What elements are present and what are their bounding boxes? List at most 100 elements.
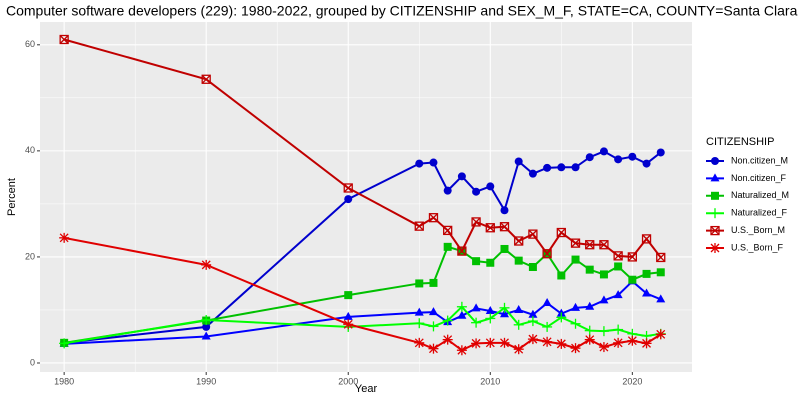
marker-shape	[614, 262, 623, 271]
marker-shape	[344, 195, 353, 204]
marker	[201, 331, 211, 340]
marker-shape	[443, 242, 452, 251]
marker	[556, 338, 567, 349]
marker	[59, 232, 70, 243]
marker-shape	[343, 311, 353, 320]
marker-shape	[201, 74, 211, 84]
marker-shape	[585, 265, 594, 274]
marker	[472, 187, 481, 196]
y-axis-label: Percent	[6, 178, 18, 216]
marker-shape	[471, 303, 481, 312]
marker	[613, 290, 623, 299]
marker-shape	[642, 269, 651, 278]
marker	[513, 319, 524, 330]
marker	[429, 158, 438, 167]
marker-shape	[514, 256, 523, 265]
marker-shape	[557, 271, 566, 280]
legend-label: Non.citizen_M	[731, 155, 788, 165]
marker	[343, 319, 354, 330]
marker-shape	[599, 147, 608, 156]
marker	[514, 236, 524, 246]
marker-stroke	[429, 213, 438, 223]
marker	[628, 275, 637, 284]
marker	[486, 258, 495, 267]
marker	[642, 288, 652, 297]
marker	[557, 271, 566, 280]
marker-shape	[343, 183, 353, 193]
marker	[499, 337, 510, 348]
marker-shape	[457, 310, 467, 319]
marker	[599, 270, 608, 279]
marker	[486, 182, 495, 191]
marker-shape	[499, 309, 509, 318]
marker	[443, 242, 452, 251]
marker-shape	[542, 298, 552, 307]
marker	[571, 302, 581, 311]
marker-shape	[711, 157, 719, 165]
marker-shape	[500, 244, 509, 253]
marker-stroke	[627, 252, 637, 262]
marker-shape	[528, 229, 538, 239]
y-tick-label: 0	[30, 357, 35, 367]
marker	[710, 173, 720, 182]
marker	[528, 309, 538, 318]
marker	[59, 338, 70, 349]
marker	[598, 326, 609, 337]
marker-shape	[557, 163, 566, 172]
marker	[527, 334, 538, 345]
marker-shape	[428, 213, 439, 223]
marker	[585, 240, 595, 250]
marker-shape	[710, 225, 720, 236]
marker	[429, 278, 438, 287]
marker-shape	[528, 169, 537, 178]
marker	[542, 336, 553, 347]
marker	[642, 159, 651, 168]
marker	[514, 304, 524, 313]
marker-stroke	[642, 234, 652, 244]
marker	[456, 301, 467, 312]
marker	[443, 186, 452, 195]
marker	[499, 302, 510, 313]
marker	[571, 255, 580, 264]
marker	[499, 222, 510, 232]
marker	[570, 318, 581, 329]
legend-label: Naturalized_F	[731, 208, 788, 218]
marker-shape	[471, 217, 481, 227]
marker-stroke	[201, 74, 211, 84]
marker	[471, 317, 482, 328]
marker	[542, 321, 553, 332]
marker	[627, 335, 638, 346]
marker	[414, 221, 424, 231]
marker	[344, 195, 353, 204]
marker-shape	[414, 221, 424, 231]
marker	[542, 249, 552, 259]
marker-shape	[472, 187, 481, 196]
marker	[556, 227, 566, 238]
marker-stroke	[414, 221, 424, 231]
marker-stroke	[457, 246, 467, 256]
marker	[471, 303, 481, 312]
marker-shape	[711, 191, 719, 200]
y-tick-label: 60	[25, 39, 35, 49]
marker	[514, 256, 523, 265]
marker-shape	[429, 278, 438, 287]
marker-shape	[656, 252, 666, 263]
marker	[585, 265, 594, 274]
legend-label: Naturalized_M	[731, 190, 789, 200]
marker-stroke	[656, 252, 666, 262]
x-tick-label: 1980	[54, 376, 74, 386]
marker-shape	[599, 270, 608, 279]
marker	[710, 225, 720, 236]
marker	[457, 310, 467, 319]
marker	[585, 153, 594, 162]
marker	[613, 337, 624, 348]
marker-shape	[570, 238, 581, 248]
marker	[59, 34, 69, 45]
marker	[415, 159, 424, 168]
marker	[414, 318, 425, 329]
marker	[599, 147, 608, 156]
marker-shape	[613, 251, 623, 261]
marker-shape	[59, 34, 69, 45]
marker	[443, 225, 453, 236]
